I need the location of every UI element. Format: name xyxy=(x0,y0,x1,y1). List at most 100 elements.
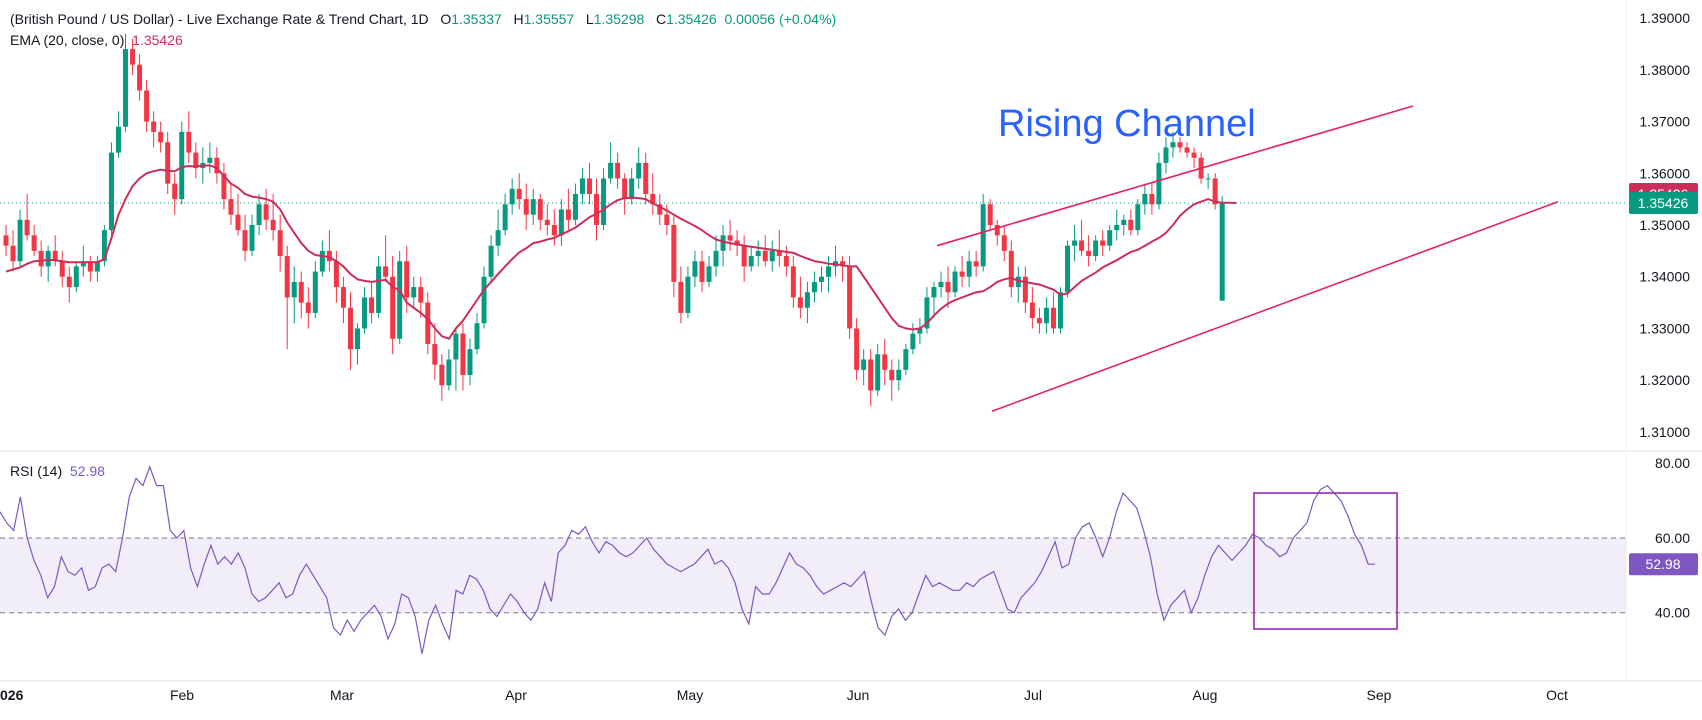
candle xyxy=(305,287,311,329)
candle xyxy=(221,162,227,210)
candle-body xyxy=(551,225,557,236)
candle xyxy=(671,214,677,298)
candle xyxy=(537,193,543,231)
candle xyxy=(362,287,368,334)
high-value: 1.35557 xyxy=(523,11,575,27)
price-tick-label: 1.38000 xyxy=(1639,62,1690,78)
ema-legend-label: EMA (20, close, 0) xyxy=(10,32,125,48)
candle xyxy=(551,209,557,246)
candle xyxy=(565,188,571,231)
ema-line xyxy=(5,164,1237,341)
candle-body xyxy=(973,261,979,267)
candle-body xyxy=(896,369,902,381)
candle-body xyxy=(3,235,9,246)
candle-body xyxy=(256,204,262,225)
candle xyxy=(24,193,30,241)
time-tick-label: May xyxy=(677,687,703,703)
price-tick-label: 1.36000 xyxy=(1639,165,1690,181)
candle-body xyxy=(579,178,585,194)
candle xyxy=(1142,183,1148,215)
candle xyxy=(1177,137,1183,153)
candle-body xyxy=(530,199,536,215)
candle xyxy=(369,281,375,324)
candle-body xyxy=(73,266,79,288)
candle xyxy=(882,338,888,386)
candle xyxy=(228,183,234,225)
candle xyxy=(601,168,607,231)
price-tick-label: 1.32000 xyxy=(1639,372,1690,388)
candle xyxy=(31,225,37,257)
candle-body xyxy=(446,359,452,386)
candle xyxy=(636,147,642,189)
candle xyxy=(917,318,923,344)
grid xyxy=(0,0,1702,682)
candle-body xyxy=(664,214,670,225)
candle xyxy=(439,354,445,401)
candle xyxy=(383,235,389,282)
candle xyxy=(481,266,487,329)
high-label: H xyxy=(513,11,524,27)
candle xyxy=(1022,266,1028,313)
candle-body xyxy=(509,188,515,205)
candle-body xyxy=(460,333,466,375)
candle-body xyxy=(10,245,16,262)
candle-body xyxy=(924,297,930,329)
candle-body xyxy=(158,131,164,143)
candle xyxy=(643,152,649,205)
candle xyxy=(242,214,248,262)
candle-body xyxy=(207,157,213,163)
candle-body xyxy=(376,266,382,313)
candle xyxy=(516,173,522,210)
candle xyxy=(692,250,698,288)
candle-body xyxy=(453,333,459,360)
ema-series xyxy=(5,164,1237,341)
candle-body xyxy=(263,204,269,220)
candle-body xyxy=(1086,250,1092,257)
channel-lower-line xyxy=(991,200,1559,412)
candle-body xyxy=(31,235,37,251)
open-value: 1.35337 xyxy=(451,11,502,27)
time-tick-label: Mar xyxy=(330,687,354,703)
candle xyxy=(151,111,157,148)
candle-body xyxy=(45,250,51,267)
candle-body xyxy=(537,199,543,220)
candle-body xyxy=(854,328,860,370)
candle-body xyxy=(861,359,867,370)
candle xyxy=(495,209,501,257)
candle-body xyxy=(685,276,691,313)
candle-body xyxy=(776,250,782,257)
candle-body xyxy=(544,219,550,225)
candle xyxy=(1065,240,1071,298)
candle-body xyxy=(38,250,44,267)
candle xyxy=(706,256,712,288)
candle-body xyxy=(678,281,684,313)
candle xyxy=(776,230,782,267)
candle-body xyxy=(608,162,614,179)
candle xyxy=(418,276,424,319)
candle xyxy=(347,292,353,370)
candle-body xyxy=(340,287,346,308)
candle xyxy=(558,199,564,246)
candle-body xyxy=(650,193,656,205)
candle xyxy=(1205,173,1211,189)
candle xyxy=(130,38,136,75)
candle xyxy=(994,219,1000,246)
candle xyxy=(1093,235,1099,262)
candle xyxy=(1043,297,1049,334)
candle xyxy=(755,240,761,267)
candle xyxy=(1184,142,1190,158)
candle-body xyxy=(804,292,810,308)
candle xyxy=(1191,147,1197,169)
candle xyxy=(1029,287,1035,329)
candle xyxy=(797,276,803,319)
candle xyxy=(144,80,150,132)
candle xyxy=(312,261,318,319)
candle xyxy=(1170,131,1176,158)
candle xyxy=(446,349,452,391)
candle xyxy=(1072,225,1078,262)
candle xyxy=(622,173,628,215)
candle xyxy=(1135,199,1141,236)
candle-body xyxy=(945,281,951,293)
